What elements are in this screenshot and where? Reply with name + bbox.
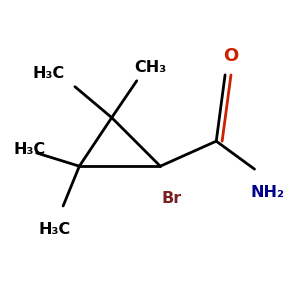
Text: H₃C: H₃C: [38, 222, 70, 237]
Text: H₃C: H₃C: [13, 142, 45, 158]
Text: NH₂: NH₂: [251, 185, 285, 200]
Text: CH₃: CH₃: [134, 60, 166, 75]
Text: O: O: [223, 47, 238, 65]
Text: H₃C: H₃C: [32, 66, 64, 81]
Text: Br: Br: [162, 191, 182, 206]
